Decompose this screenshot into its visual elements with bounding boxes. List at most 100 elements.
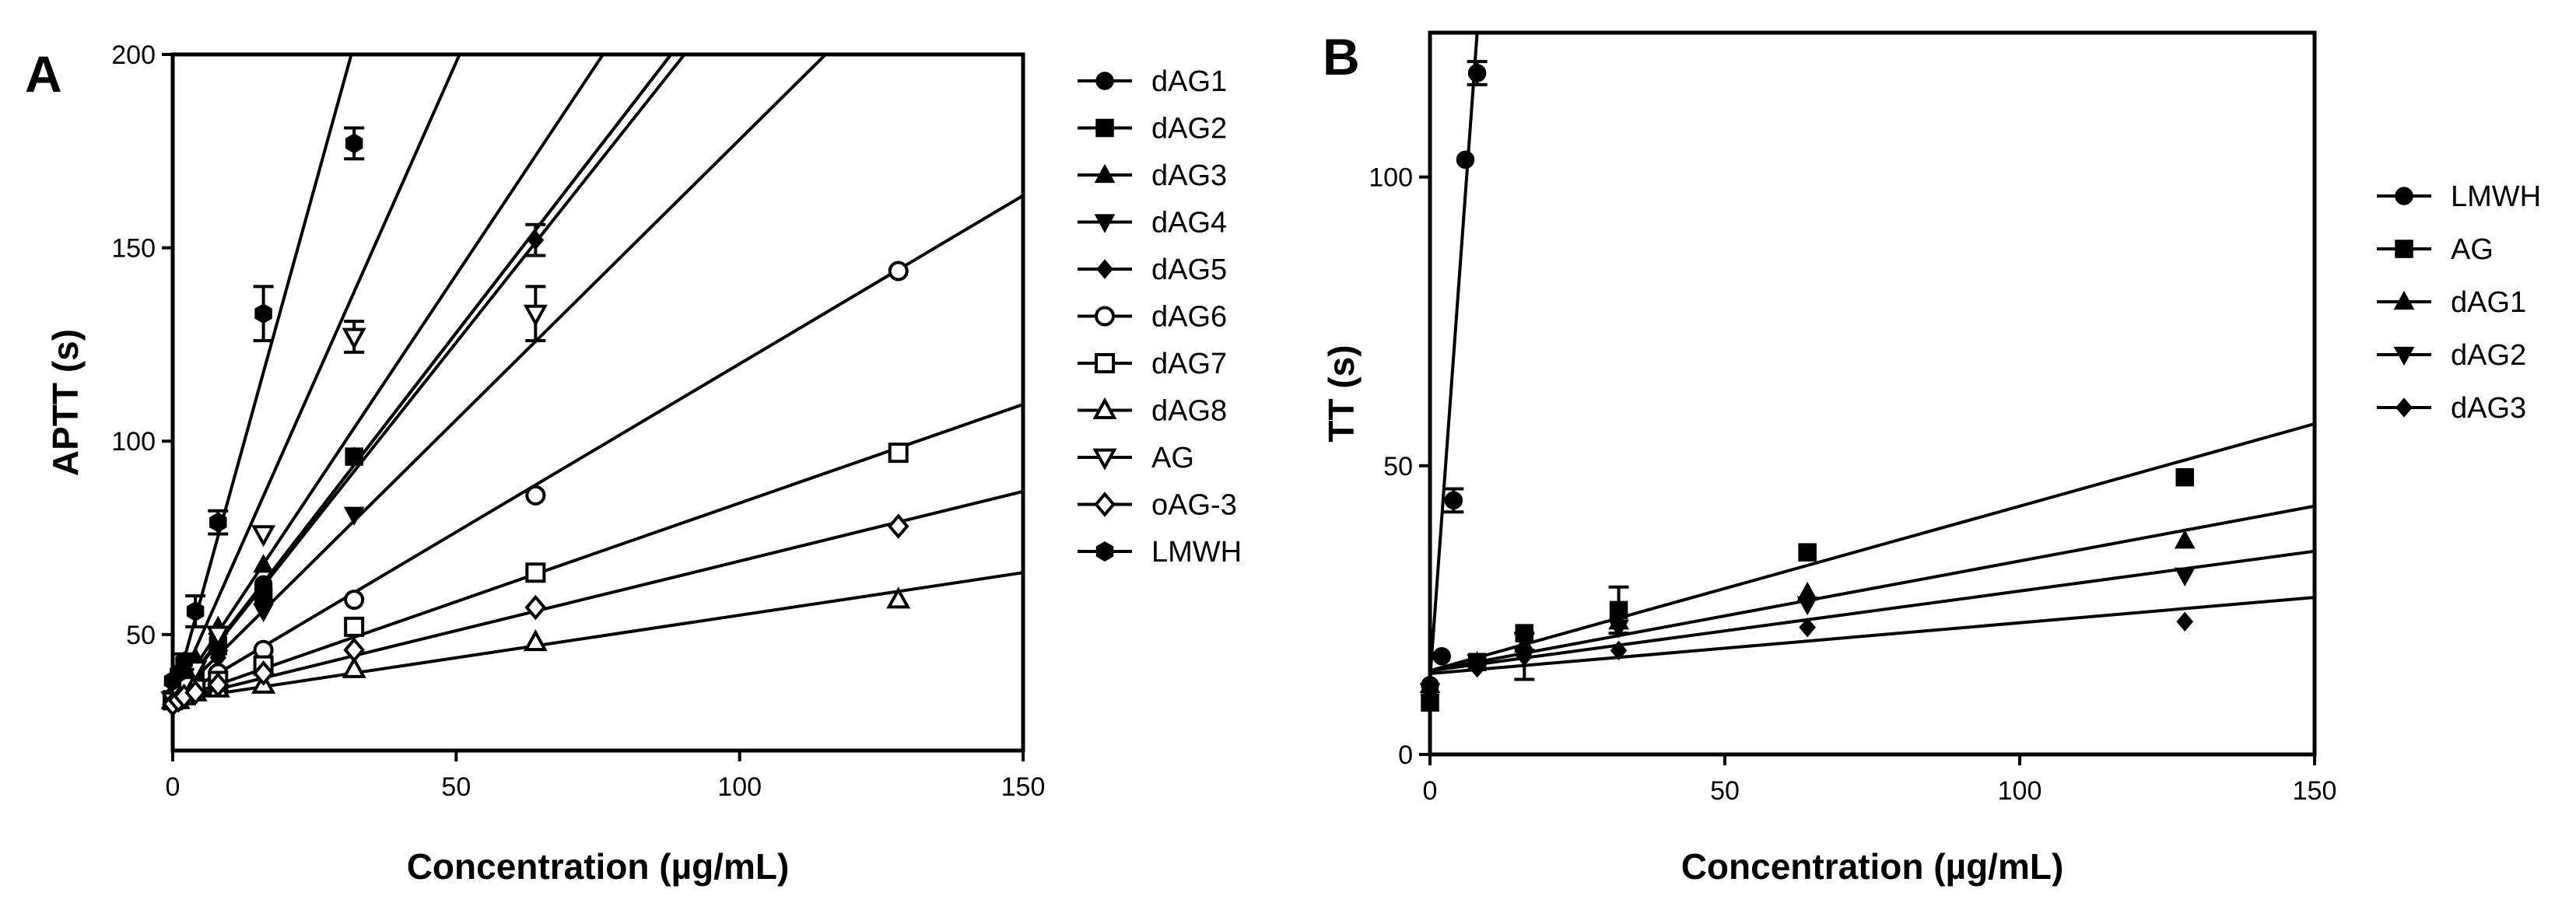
fit-line-oag-3 bbox=[173, 489, 1023, 702]
legend-marker-dag1 bbox=[2393, 290, 2415, 310]
point-oag-3 bbox=[207, 672, 230, 698]
legend-label-dag1: dAG1 bbox=[1151, 65, 1227, 98]
legend-label-dag4: dAG4 bbox=[1151, 207, 1227, 240]
point-dag3 bbox=[253, 554, 274, 573]
point-dag7 bbox=[344, 616, 365, 637]
point-dag8 bbox=[342, 656, 366, 678]
panel-b-letter: B bbox=[1323, 28, 1360, 86]
x-tick-label: 0 bbox=[1423, 776, 1438, 806]
x-tick-label: 0 bbox=[166, 772, 180, 802]
legend-label-lmwh: LMWH bbox=[1151, 536, 1242, 569]
point-dag5 bbox=[345, 446, 363, 467]
point-dag6 bbox=[888, 261, 909, 282]
point-ag bbox=[251, 525, 276, 548]
y-tick-label: 150 bbox=[111, 234, 156, 264]
point-oag-3 bbox=[887, 513, 909, 539]
fit-line-ag bbox=[1430, 422, 2315, 673]
panel-a-legend: dAG1 dAG2 dAG3 dAG4 dAG5 dAG6 dAG7 dAG8 AG oAG-3 L… bbox=[1078, 65, 1242, 569]
panel-a-letter: A bbox=[25, 45, 62, 103]
fit-line-dag8 bbox=[173, 571, 1023, 702]
x-tick-label: 50 bbox=[441, 772, 471, 802]
point-dag7 bbox=[525, 562, 546, 583]
legend-marker-dag2 bbox=[2393, 346, 2415, 366]
legend-label-dag8: dAG8 bbox=[1151, 395, 1227, 428]
panel-b-data-points bbox=[1419, 60, 2196, 712]
panel-b-plot-frame bbox=[1428, 30, 2317, 757]
x-tick-label: 100 bbox=[1998, 776, 2042, 806]
panel-a-y-axis-title: APTT (s) bbox=[45, 329, 86, 476]
legend-marker-dag3 bbox=[1094, 163, 1116, 184]
legend-marker-lmwh bbox=[2395, 187, 2413, 205]
panel-a-ticks: 0 50 100 150 50 100 150 200 bbox=[111, 40, 1045, 802]
point-lmwh bbox=[209, 512, 227, 533]
panel-a-plot-frame bbox=[170, 52, 1025, 753]
legend-label-dag2: dAG2 bbox=[1151, 113, 1227, 145]
legend-label-ag: AG bbox=[2451, 233, 2494, 266]
point-dag3 bbox=[1610, 640, 1628, 661]
fit-line-ag bbox=[173, 54, 461, 702]
fit-line-dag3 bbox=[173, 54, 605, 702]
panel-a-data-points bbox=[160, 126, 911, 717]
point-dag3 bbox=[1468, 657, 1486, 678]
legend-label-dag2: dAG2 bbox=[2451, 339, 2526, 372]
legend-marker-dag3 bbox=[2396, 397, 2413, 418]
y-tick-label: 200 bbox=[111, 40, 156, 70]
legend-marker-ag bbox=[1092, 448, 1117, 471]
fit-line-dag5 bbox=[173, 54, 687, 702]
fit-line-dag2 bbox=[173, 54, 673, 702]
point-lmwh bbox=[1456, 150, 1475, 170]
point-dag6 bbox=[344, 590, 365, 611]
point-oag-3 bbox=[252, 660, 275, 686]
point-lmwh bbox=[175, 651, 193, 672]
legend-marker-dag1 bbox=[1095, 72, 1114, 90]
point-ag bbox=[342, 327, 366, 350]
point-dag5 bbox=[527, 229, 545, 250]
point-ag bbox=[205, 625, 230, 648]
point-dag1 bbox=[2174, 530, 2196, 549]
fit-line-dag7 bbox=[173, 403, 1023, 702]
panel-b-fit-lines bbox=[1430, 33, 2315, 680]
fit-line-dag4 bbox=[173, 54, 829, 702]
legend-label-dag5: dAG5 bbox=[1151, 254, 1227, 286]
legend-label-ag: AG bbox=[1151, 442, 1194, 474]
point-dag2 bbox=[2174, 567, 2196, 587]
legend-marker-ag bbox=[2395, 240, 2413, 258]
panel-a-fit-lines bbox=[173, 54, 1023, 702]
point-dag3 bbox=[1421, 681, 1439, 702]
point-dag2 bbox=[1608, 619, 1629, 639]
x-tick-label: 150 bbox=[1001, 772, 1046, 802]
point-dag4 bbox=[343, 506, 365, 526]
legend-marker-dag5 bbox=[1096, 259, 1113, 279]
point-lmwh bbox=[1432, 647, 1451, 666]
y-tick-label: 0 bbox=[1398, 740, 1413, 770]
point-dag2 bbox=[1796, 596, 1818, 616]
point-lmwh bbox=[1444, 491, 1463, 510]
legend-label-dag3: dAG3 bbox=[1151, 159, 1227, 192]
point-ag bbox=[2175, 467, 2194, 487]
legend-label-dag1: dAG1 bbox=[2451, 286, 2526, 319]
legend-marker-oag-3 bbox=[1094, 492, 1116, 517]
panel-b-legend: LMWH AG dAG1 dAG2 dAG3 bbox=[2377, 180, 2541, 425]
y-tick-label: 50 bbox=[1383, 452, 1413, 481]
point-dag7 bbox=[888, 443, 909, 464]
legend-marker-dag6 bbox=[1095, 306, 1115, 327]
legend-label-dag3: dAG3 bbox=[2451, 392, 2526, 425]
panel-b-y-axis-title: TT (s) bbox=[1321, 345, 1362, 442]
point-lmwh bbox=[254, 303, 272, 324]
point-ag bbox=[1798, 543, 1817, 562]
y-tick-label: 50 bbox=[126, 621, 156, 650]
fit-line-dag2 bbox=[1430, 549, 2315, 673]
panel-b-ticks: 0 50 100 150 0 50 100 bbox=[1369, 163, 2336, 806]
legend-label-dag7: dAG7 bbox=[1151, 348, 1227, 380]
fit-line-dag6 bbox=[173, 194, 1023, 702]
x-tick-label: 100 bbox=[717, 772, 762, 802]
point-dag3 bbox=[1516, 646, 1533, 667]
panel-b: B TT (s) Concentration (µg/mL) 0 50 100 150… bbox=[1321, 28, 2541, 887]
point-dag8 bbox=[523, 628, 548, 652]
point-dag6 bbox=[525, 485, 546, 506]
y-tick-label: 100 bbox=[111, 427, 156, 457]
legend-marker-dag4 bbox=[1094, 214, 1116, 233]
panel-a: A APTT (s) Concentration (µg/mL) 0 50 100 1… bbox=[25, 40, 1242, 887]
x-tick-label: 50 bbox=[1710, 776, 1740, 806]
